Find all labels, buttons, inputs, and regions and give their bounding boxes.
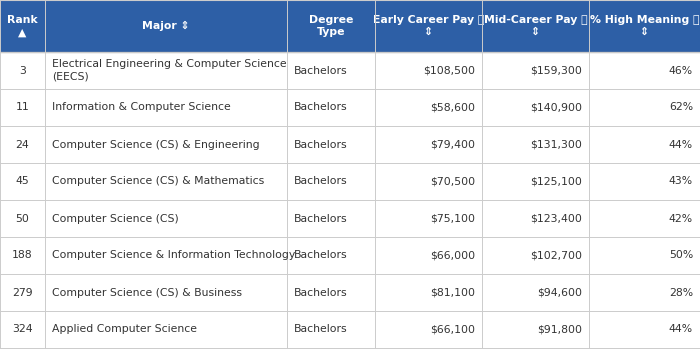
Text: 62%: 62% xyxy=(669,103,693,113)
Text: Computer Science & Information Technology: Computer Science & Information Technolog… xyxy=(52,251,295,261)
Text: 28%: 28% xyxy=(669,287,693,297)
Bar xyxy=(0,89,700,126)
Text: $75,100: $75,100 xyxy=(430,213,475,223)
Text: Applied Computer Science: Applied Computer Science xyxy=(52,325,197,335)
Text: Bachelors: Bachelors xyxy=(294,213,348,223)
Text: Rank
▲: Rank ▲ xyxy=(7,14,38,38)
Text: Computer Science (CS) & Business: Computer Science (CS) & Business xyxy=(52,287,242,297)
Text: Bachelors: Bachelors xyxy=(294,65,348,75)
Text: Bachelors: Bachelors xyxy=(294,177,348,187)
Text: $81,100: $81,100 xyxy=(430,287,475,297)
Bar xyxy=(0,311,700,348)
Text: Major ⇕: Major ⇕ xyxy=(142,21,190,31)
Text: $159,300: $159,300 xyxy=(530,65,582,75)
Text: 279: 279 xyxy=(12,287,33,297)
Text: $102,700: $102,700 xyxy=(530,251,582,261)
Text: Bachelors: Bachelors xyxy=(294,103,348,113)
Text: $66,100: $66,100 xyxy=(430,325,475,335)
Text: 45: 45 xyxy=(15,177,29,187)
Text: Computer Science (CS) & Mathematics: Computer Science (CS) & Mathematics xyxy=(52,177,265,187)
Text: $123,400: $123,400 xyxy=(530,213,582,223)
Text: 50: 50 xyxy=(15,213,29,223)
Text: $58,600: $58,600 xyxy=(430,103,475,113)
Bar xyxy=(0,274,700,311)
Text: $70,500: $70,500 xyxy=(430,177,475,187)
Text: $140,900: $140,900 xyxy=(530,103,582,113)
Text: Degree
Type: Degree Type xyxy=(309,14,354,38)
Text: $131,300: $131,300 xyxy=(530,139,582,149)
Text: Bachelors: Bachelors xyxy=(294,325,348,335)
Text: Mid-Career Pay ⓘ
⇕: Mid-Career Pay ⓘ ⇕ xyxy=(484,14,587,38)
Text: $108,500: $108,500 xyxy=(423,65,475,75)
Text: Computer Science (CS): Computer Science (CS) xyxy=(52,213,178,223)
Text: 11: 11 xyxy=(15,103,29,113)
Bar xyxy=(0,163,700,200)
Bar xyxy=(0,52,700,89)
Text: 3: 3 xyxy=(19,65,26,75)
Text: $79,400: $79,400 xyxy=(430,139,475,149)
Bar xyxy=(0,126,700,163)
Text: $94,600: $94,600 xyxy=(537,287,582,297)
Text: 44%: 44% xyxy=(669,139,693,149)
Bar xyxy=(0,237,700,274)
Text: % High Meaning ⓘ
⇕: % High Meaning ⓘ ⇕ xyxy=(589,14,699,38)
Text: Bachelors: Bachelors xyxy=(294,251,348,261)
Text: Bachelors: Bachelors xyxy=(294,139,348,149)
Text: $125,100: $125,100 xyxy=(530,177,582,187)
Text: Computer Science (CS) & Engineering: Computer Science (CS) & Engineering xyxy=(52,139,260,149)
Text: Bachelors: Bachelors xyxy=(294,287,348,297)
Bar xyxy=(0,200,700,237)
Text: 50%: 50% xyxy=(668,251,693,261)
Text: $66,000: $66,000 xyxy=(430,251,475,261)
Text: Electrical Engineering & Computer Science
(EECS): Electrical Engineering & Computer Scienc… xyxy=(52,59,286,82)
Text: $91,800: $91,800 xyxy=(537,325,582,335)
Text: Information & Computer Science: Information & Computer Science xyxy=(52,103,231,113)
Text: 324: 324 xyxy=(12,325,33,335)
Text: 43%: 43% xyxy=(669,177,693,187)
Text: 44%: 44% xyxy=(669,325,693,335)
Text: Early Career Pay ⓘ
⇕: Early Career Pay ⓘ ⇕ xyxy=(373,14,484,38)
Text: 46%: 46% xyxy=(669,65,693,75)
Bar xyxy=(0,0,700,52)
Text: 42%: 42% xyxy=(669,213,693,223)
Text: 188: 188 xyxy=(12,251,33,261)
Text: 24: 24 xyxy=(15,139,29,149)
